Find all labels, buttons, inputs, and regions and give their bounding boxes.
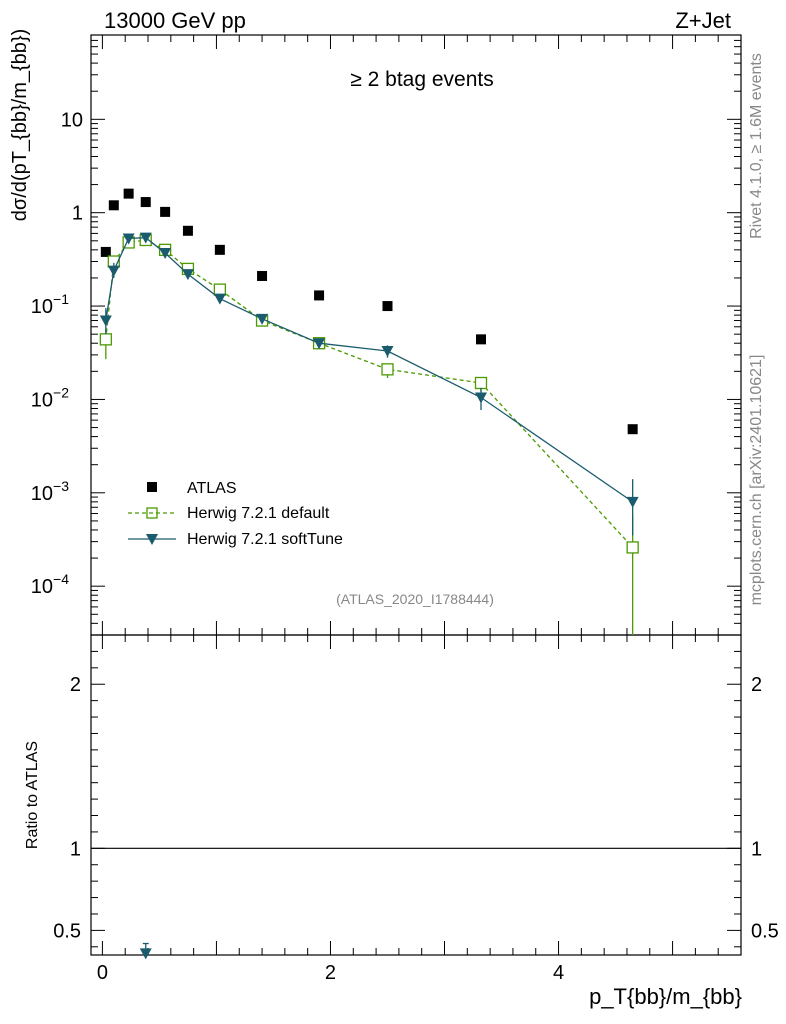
data-point: [382, 301, 393, 312]
data-point: [159, 248, 172, 260]
data-point: [381, 346, 394, 358]
ratio-axis-ticks: 2 2 1 1 0.5 0.5 0 2 4: [53, 635, 779, 984]
ratio-y-tick-label-right: 1: [751, 838, 762, 860]
ratio-y-tick-label: 2: [70, 674, 81, 696]
data-point: [256, 313, 269, 325]
ratio-y-tick-label: 1: [70, 838, 81, 860]
data-point: [476, 334, 486, 345]
x-tick-label: 4: [553, 962, 564, 984]
ratio-y-tick-label-right: 2: [751, 674, 762, 696]
series-1: [99, 233, 639, 635]
y-tick-label: 10−1: [31, 291, 69, 318]
data-point: [140, 197, 151, 208]
main-series-layer: [99, 188, 639, 635]
data-point: [626, 496, 639, 508]
data-point: [257, 270, 268, 281]
data-point: [107, 265, 120, 277]
data-point: [213, 283, 227, 296]
ratio-series-layer: [139, 942, 152, 960]
x-axis-label: p_T{bb}/m_{bb}: [589, 984, 742, 1009]
data-point: [474, 376, 488, 390]
ratio-plot-frame: [90, 634, 742, 956]
y-tick-label: 10−4: [31, 571, 69, 598]
data-point: [475, 392, 487, 404]
ratio-y-tick-label: 0.5: [53, 920, 81, 942]
ratio-y-axis-label: Ratio to ATLAS: [24, 741, 41, 849]
data-point: [381, 363, 394, 376]
data-point: [313, 338, 326, 350]
data-point: [122, 233, 135, 245]
y-tick-label: 10: [61, 109, 83, 131]
data-point: [123, 188, 134, 199]
data-point: [160, 206, 171, 217]
mcplots-label: mcplots.cern.ch [arXiv:2401.10621]: [748, 355, 765, 606]
series-line: [105, 237, 634, 503]
data-point: [626, 541, 639, 554]
data-point: [214, 244, 225, 255]
annotation: ≥ 2 btag events: [350, 68, 493, 91]
data-point: [99, 333, 112, 346]
data-point: [314, 290, 325, 301]
x-tick-label: 0: [97, 962, 108, 984]
data-point: [100, 246, 111, 257]
y-tick-label: 10−2: [31, 384, 69, 411]
data-point: [108, 200, 119, 211]
legend-label-atlas: ATLAS: [187, 480, 237, 497]
x-tick-label: 2: [325, 962, 336, 984]
series-line: [105, 239, 634, 548]
legend-marker-atlas: [147, 482, 157, 492]
series-0: [100, 188, 638, 435]
legend-marker-default: [146, 507, 158, 519]
rivet-label: Rivet 4.1.0, ≥ 1.6M events: [748, 53, 765, 239]
legend-marker-softtune: [146, 534, 158, 545]
data-point: [181, 269, 194, 281]
main-axis-ticks: 10 1 10−1 10−2 10−3 10−4: [31, 34, 741, 636]
title-right: Z+Jet: [675, 8, 731, 33]
data-point: [627, 424, 638, 435]
ratio-data-point: [139, 948, 152, 960]
data-point: [182, 225, 193, 236]
y-tick-label: 1: [72, 203, 83, 225]
main-y-axis-label: dσ/d(pT_{bb}/m_{bb}): [9, 29, 31, 221]
data-point: [213, 293, 226, 305]
legend-label-softtune: Herwig 7.2.1 softTune: [187, 531, 343, 548]
analysis-tag: (ATLAS_2020_I1788444): [336, 591, 494, 607]
legend: ATLAS Herwig 7.2.1 default Herwig 7.2.1 …: [128, 480, 343, 548]
series-2: [99, 232, 639, 536]
ratio-y-tick-label-right: 0.5: [751, 920, 779, 942]
y-tick-label: 10−3: [31, 478, 69, 505]
title-left: 13000 GeV pp: [104, 8, 246, 33]
legend-label-default: Herwig 7.2.1 default: [187, 505, 330, 522]
data-point: [99, 315, 112, 327]
data-point: [139, 232, 152, 244]
